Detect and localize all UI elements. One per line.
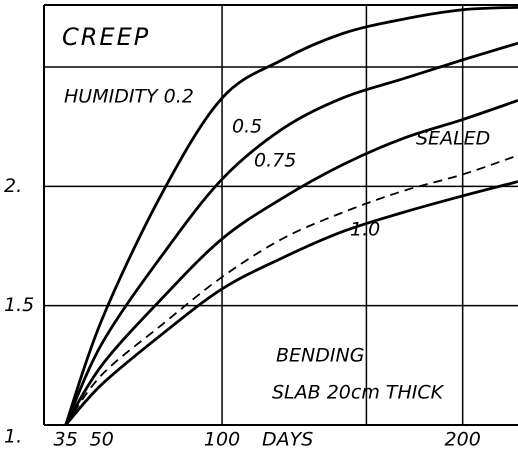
series-label: 0.75 [254,150,296,172]
series-label: HUMIDITY 0.2 [64,86,194,108]
y-tick-label: 1. [4,426,22,448]
x-tick-label: 50 [90,429,114,451]
chart-title: CREEP [62,23,150,51]
series-label: 0.5 [232,116,262,138]
x-tick-label: 35 [54,429,78,451]
line [64,154,518,426]
line [64,180,518,426]
line [64,99,518,426]
y-tick-label: 1.5 [4,294,34,316]
series-label: SEALED [416,128,490,150]
x-tick-label: 200 [445,429,481,451]
annotation: SLAB 20cm THICK [272,382,445,404]
line [64,41,518,426]
line [64,5,518,426]
annotation: BENDING [276,345,364,367]
series-label: 1.0 [350,219,380,241]
x-tick-label: 100 [204,429,240,451]
x-axis-label: DAYS [262,429,313,451]
y-tick-label: 2. [4,175,22,197]
